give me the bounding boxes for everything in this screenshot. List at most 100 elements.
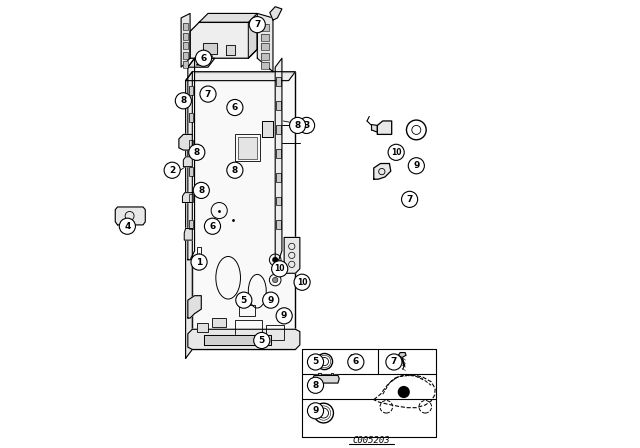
Circle shape (193, 182, 209, 198)
Text: 6: 6 (353, 358, 359, 366)
Polygon shape (374, 164, 391, 179)
Bar (261, 43, 269, 51)
Polygon shape (188, 58, 195, 260)
Bar (235, 320, 262, 340)
Circle shape (398, 387, 409, 397)
Circle shape (191, 254, 207, 270)
Polygon shape (197, 56, 212, 65)
Bar (276, 220, 280, 229)
Bar (261, 53, 269, 60)
Text: 5: 5 (241, 296, 247, 305)
Polygon shape (199, 13, 257, 22)
Polygon shape (262, 121, 273, 137)
Polygon shape (226, 45, 235, 55)
Polygon shape (398, 353, 406, 358)
Polygon shape (188, 329, 300, 349)
Text: 9: 9 (281, 311, 287, 320)
Bar (183, 61, 188, 68)
Circle shape (408, 158, 424, 174)
Bar (189, 140, 193, 149)
Polygon shape (181, 13, 190, 67)
Bar (183, 23, 188, 30)
Text: 7: 7 (391, 358, 397, 366)
Circle shape (227, 162, 243, 178)
Text: 8: 8 (180, 96, 186, 105)
Text: 6: 6 (200, 54, 207, 63)
Text: 10: 10 (275, 264, 285, 273)
Bar (189, 220, 193, 229)
Polygon shape (313, 375, 339, 383)
Bar (189, 86, 193, 95)
Circle shape (289, 117, 306, 134)
Bar (276, 197, 280, 206)
Text: 7: 7 (406, 195, 413, 204)
Bar (183, 42, 188, 49)
Polygon shape (192, 72, 296, 349)
Bar (197, 323, 208, 332)
Bar (239, 305, 255, 316)
Bar (189, 140, 193, 149)
Polygon shape (184, 228, 192, 240)
Polygon shape (284, 237, 300, 273)
Bar (189, 113, 193, 122)
Bar (183, 61, 188, 68)
Polygon shape (182, 193, 192, 202)
Text: 3: 3 (303, 121, 310, 130)
Bar (183, 33, 188, 40)
Text: 4: 4 (124, 222, 131, 231)
Bar (261, 34, 269, 41)
Polygon shape (349, 355, 356, 359)
Text: 8: 8 (312, 381, 319, 390)
Bar (261, 24, 269, 31)
Text: 8: 8 (232, 166, 238, 175)
Text: 7: 7 (254, 20, 260, 29)
Circle shape (271, 261, 288, 277)
Text: 1: 1 (196, 258, 202, 267)
Circle shape (200, 86, 216, 102)
Bar (189, 167, 193, 176)
Circle shape (386, 354, 402, 370)
Circle shape (294, 274, 310, 290)
Bar (261, 53, 269, 60)
Text: 9: 9 (268, 296, 274, 305)
Polygon shape (188, 296, 202, 318)
Circle shape (298, 117, 315, 134)
Text: 2: 2 (169, 166, 175, 175)
Circle shape (307, 377, 324, 393)
Bar (212, 318, 226, 327)
Circle shape (273, 277, 278, 283)
Bar (276, 149, 280, 158)
Text: 6: 6 (209, 222, 216, 231)
Bar (189, 113, 193, 122)
Polygon shape (186, 72, 296, 81)
Bar (276, 220, 280, 229)
Text: 5: 5 (312, 358, 319, 366)
Bar (276, 197, 280, 206)
Polygon shape (331, 373, 333, 375)
Text: 8: 8 (294, 121, 301, 130)
Circle shape (253, 332, 270, 349)
Circle shape (307, 354, 324, 370)
Polygon shape (270, 7, 282, 20)
Bar (276, 172, 280, 181)
Circle shape (262, 292, 279, 308)
Bar (189, 194, 193, 202)
Bar (197, 247, 202, 255)
Polygon shape (188, 58, 215, 67)
Circle shape (401, 191, 418, 207)
Bar (237, 137, 257, 159)
Polygon shape (371, 125, 378, 132)
Polygon shape (179, 134, 192, 150)
Bar (183, 52, 188, 59)
Text: 9: 9 (312, 406, 319, 415)
Bar (276, 125, 280, 134)
Bar (261, 34, 269, 41)
Circle shape (175, 93, 191, 109)
Polygon shape (318, 373, 321, 375)
Text: C005203: C005203 (353, 436, 390, 445)
Bar (197, 323, 208, 332)
Bar (189, 194, 193, 202)
Polygon shape (203, 43, 217, 54)
Text: 8: 8 (194, 148, 200, 157)
Bar (189, 220, 193, 229)
